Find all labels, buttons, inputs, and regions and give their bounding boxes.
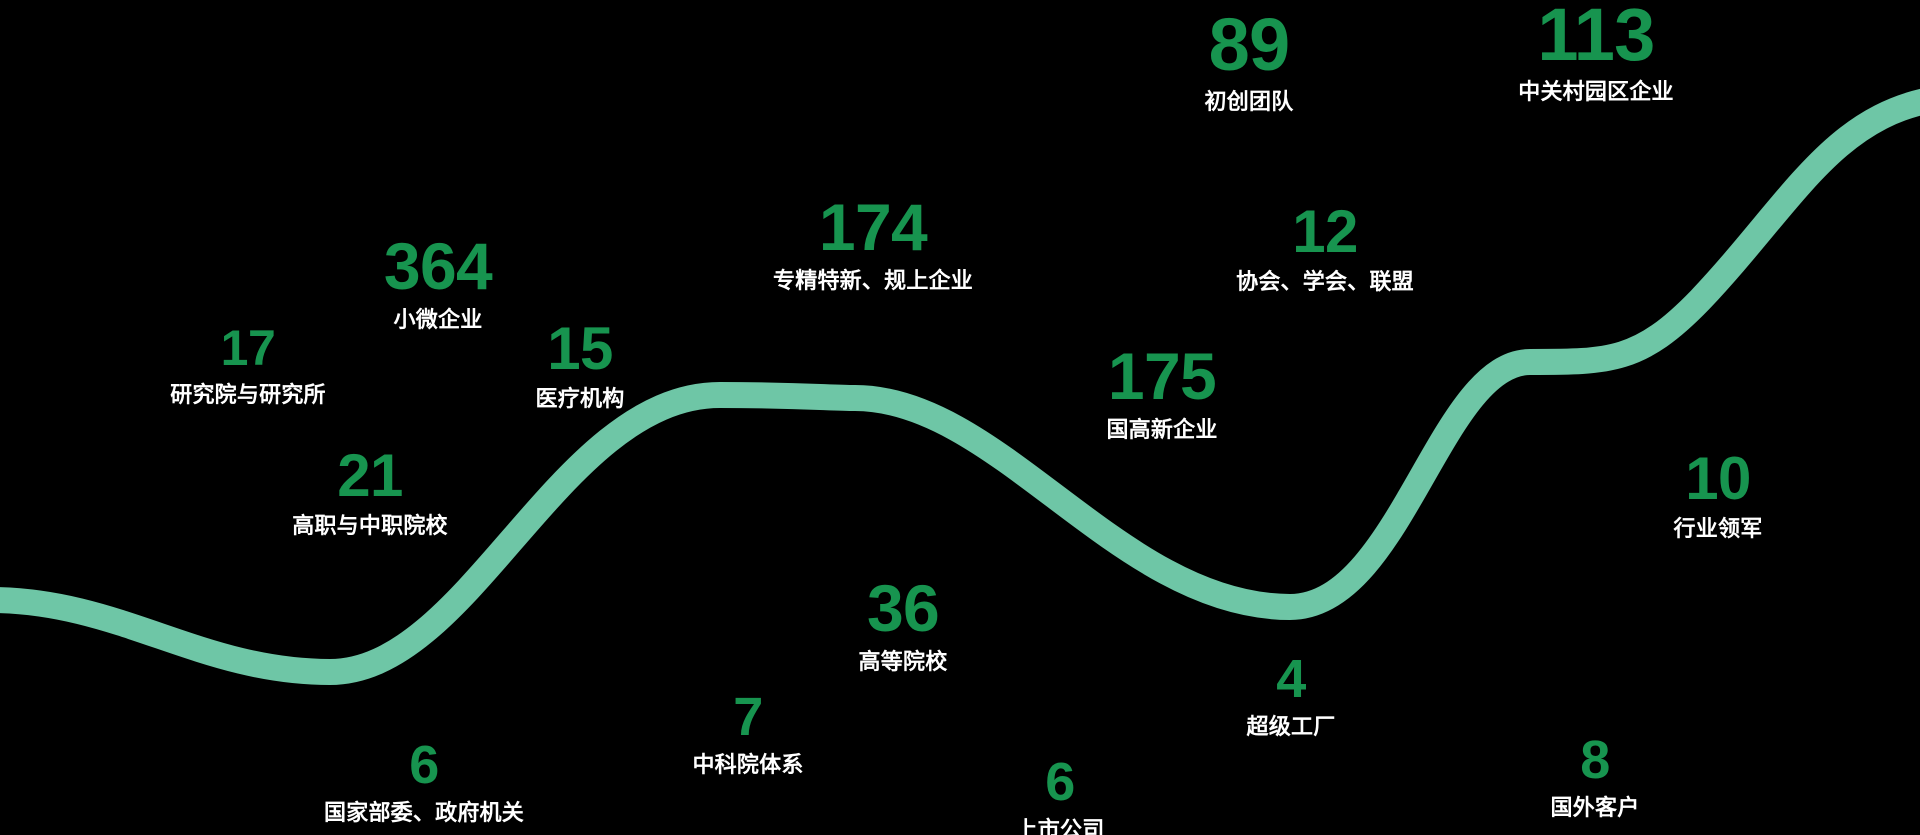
stat-value: 89: [1208, 3, 1291, 86]
stat-value: 21: [337, 442, 403, 509]
stat-value: 15: [547, 315, 613, 382]
stat-item[interactable]: 174 专精特新、规上企业: [773, 190, 973, 293]
stat-item[interactable]: 4 超级工厂: [1246, 649, 1336, 740]
stat-value: 6: [1045, 752, 1075, 812]
stat-item[interactable]: 10 行业领军: [1673, 445, 1763, 542]
stat-label: 行业领军: [1673, 516, 1763, 541]
stat-value: 6: [409, 735, 439, 795]
stat-label: 研究院与研究所: [170, 381, 326, 407]
stat-value: 36: [866, 571, 940, 645]
stat-value: 7: [733, 687, 763, 747]
stat-label: 小微企业: [393, 306, 483, 332]
stat-value: 175: [1107, 339, 1217, 413]
stat-label: 高等院校: [858, 648, 948, 674]
stat-value: 113: [1537, 0, 1655, 76]
stat-item[interactable]: 17 研究院与研究所: [170, 320, 326, 407]
stat-item[interactable]: 12 协会、学会、联盟: [1236, 198, 1414, 295]
stat-label: 医疗机构: [535, 386, 625, 411]
stat-label: 上市公司: [1015, 817, 1105, 835]
stat-label: 专精特新、规上企业: [773, 267, 973, 293]
stat-value: 17: [220, 320, 276, 376]
stat-item[interactable]: 364 小微企业: [383, 229, 493, 332]
stat-item[interactable]: 15 医疗机构: [535, 315, 625, 412]
stat-item[interactable]: 89 初创团队: [1204, 3, 1294, 115]
stat-value: 10: [1685, 445, 1751, 512]
stat-value: 12: [1292, 198, 1358, 265]
stat-label: 国外客户: [1550, 795, 1640, 821]
stat-item[interactable]: 113 中关村园区企业: [1518, 0, 1674, 105]
wave-path: [0, 89, 1920, 685]
stat-item[interactable]: 6 国家部委、政府机关: [324, 735, 524, 826]
stat-value: 4: [1276, 649, 1306, 709]
stat-label: 初创团队: [1204, 89, 1294, 115]
stat-item[interactable]: 21 高职与中职院校: [292, 442, 448, 539]
stat-item[interactable]: 6 上市公司: [1015, 752, 1105, 835]
stat-item[interactable]: 7 中科院体系: [692, 687, 804, 778]
stat-value: 364: [383, 229, 493, 303]
stat-value: 174: [818, 190, 928, 264]
stat-label: 国高新企业: [1106, 416, 1218, 442]
stat-label: 协会、学会、联盟: [1236, 269, 1414, 294]
stat-value: 8: [1580, 730, 1610, 790]
stat-label: 超级工厂: [1246, 714, 1336, 740]
stat-item[interactable]: 8 国外客户: [1550, 730, 1640, 821]
stat-item[interactable]: 36 高等院校: [858, 571, 948, 674]
stat-item[interactable]: 175 国高新企业: [1106, 339, 1218, 442]
stat-label: 中关村园区企业: [1518, 79, 1674, 105]
stat-label: 高职与中职院校: [292, 513, 448, 538]
stat-label: 中科院体系: [692, 752, 804, 778]
stat-label: 国家部委、政府机关: [324, 800, 524, 826]
